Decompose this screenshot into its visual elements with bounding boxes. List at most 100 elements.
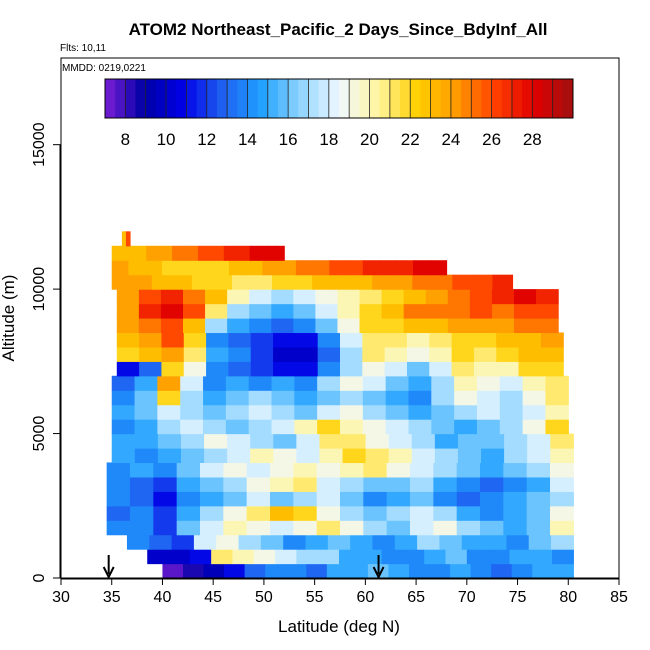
heatmap-cell [466,549,489,565]
flights-note: Flts: 10,11 [60,43,106,54]
heatmap-cell [157,433,182,449]
heatmap-cell [161,346,185,362]
heatmap-cell [250,332,274,348]
heatmap-cell [271,375,295,391]
heatmap-cell [434,433,459,449]
heatmap-cell [317,549,340,565]
heatmap-cell [327,534,351,550]
heatmap-cell [385,375,410,391]
heatmap-cell [365,433,390,449]
heatmap-cell [270,491,294,507]
colorbar-segment [115,79,126,118]
heatmap-cell [111,390,136,406]
heatmap-cell [417,534,441,550]
heatmap-cell [447,318,471,334]
heatmap-cell [503,476,528,492]
heatmap-cell [227,318,250,334]
heatmap-cell [536,289,559,305]
heatmap-cell [129,491,154,507]
heatmap-cell [362,375,387,391]
heatmap-cell [146,245,156,261]
heatmap-cell [518,346,542,362]
heatmap-cell [225,419,250,435]
heatmap-cell [161,332,185,348]
heatmap-cell [183,563,205,579]
heatmap-cell [180,404,204,420]
heatmap-cell [406,361,430,377]
heatmap-cell [491,303,515,319]
heatmap-cell [386,462,411,478]
heatmap-cell [153,491,178,507]
heatmap-cell [492,274,514,290]
heatmap-cell [536,318,559,334]
colorbar-tick-label: 18 [319,130,338,149]
heatmap-cell [183,303,206,319]
heatmap-cell [379,260,397,276]
heatmap-cell [189,549,212,565]
heatmap-cell [271,419,295,435]
heatmap-cell [250,433,274,449]
heatmap-cell [340,505,364,521]
heatmap-cell [360,549,383,565]
heatmap-cell [228,346,252,362]
heatmap-cell [522,390,547,406]
heatmap-cell [176,520,201,536]
heatmap-cell [203,375,227,391]
heatmap-cell [392,274,413,290]
heatmap-cell [340,332,363,348]
colorbar-segment [420,79,432,118]
heatmap-cell [350,534,374,550]
heatmap-cell [550,448,574,464]
heatmap-cell [316,476,341,492]
heatmap-cell [275,245,285,261]
heatmap-cell [293,462,318,478]
heatmap-cell [499,375,524,391]
heatmap-cell [469,303,493,319]
heatmap-cell [469,289,493,305]
heatmap-cell [223,245,234,261]
heatmap-cell [163,245,173,261]
heatmap-cell [317,346,341,362]
heatmap-cell [340,404,364,420]
heatmap-cell [456,520,481,536]
heatmap-cell [216,534,240,550]
colorbar-tick-label: 20 [360,130,379,149]
heatmap-cell [293,318,316,334]
heatmap-cell [552,563,574,579]
heatmap-cell [447,289,471,305]
x-tick-label: 65 [407,589,425,606]
heatmap-cell [153,505,178,521]
heatmap-cell [496,332,520,348]
heatmap-cell [260,534,284,550]
heatmap-cell [381,289,405,305]
heatmap-cell [283,534,307,550]
heatmap-cell [228,361,252,377]
heatmap-cell [227,289,250,305]
heatmap-cell [317,375,341,391]
colorbar-segment [359,79,371,118]
heatmap-cell [386,476,411,492]
heatmap-cell [503,505,528,521]
heatmap-cell [176,491,201,507]
heatmap-cell [151,274,173,290]
heatmap-cell [249,303,272,319]
colorbar-segment [562,79,574,118]
heatmap-cell [106,505,131,521]
heatmap-cell [172,245,182,261]
colorbar-segment [349,79,360,118]
heatmap-cell [312,274,333,290]
heatmap-cell [340,419,364,435]
heatmap-cell [205,318,228,334]
heatmap-cell [116,332,140,348]
heatmap-cell [411,448,436,464]
heatmap-cell [504,433,528,449]
heatmap-cell [232,245,242,261]
heatmap-cell [139,361,163,377]
heatmap-cell [362,260,381,276]
heatmap-cell [425,289,449,305]
heatmap-cell [129,505,154,521]
colorbar-segment [339,79,350,118]
heatmap-cell [293,303,316,319]
heatmap-cell [157,419,181,435]
heatmap-cell [241,245,251,261]
